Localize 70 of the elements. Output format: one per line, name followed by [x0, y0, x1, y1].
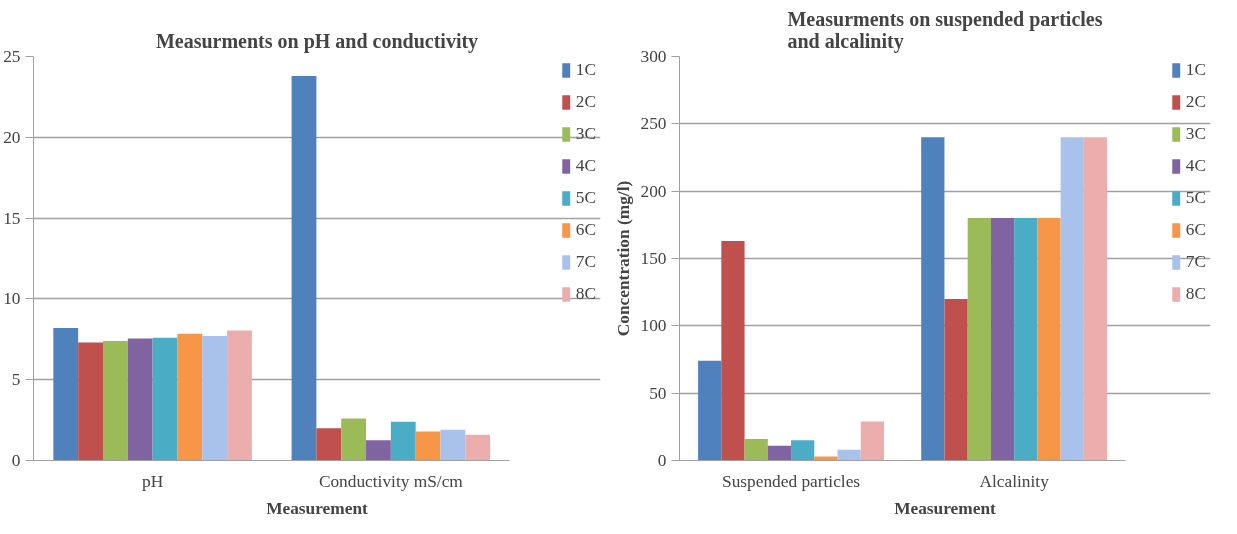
legend-label: 4C	[575, 156, 596, 176]
bar	[1037, 218, 1061, 461]
bar	[921, 137, 945, 461]
legend-label: 2C	[575, 92, 596, 112]
legend-label: 4C	[1185, 156, 1206, 176]
y-tick-label: 250	[640, 114, 667, 134]
legend-label: 5C	[1185, 188, 1206, 208]
legend-label: 1C	[575, 60, 596, 80]
y-tick-label: 15	[3, 208, 21, 228]
legend-label: 2C	[1185, 92, 1206, 112]
y-tick-label: 300	[640, 47, 667, 66]
x-axis-title: Measurement	[894, 498, 997, 518]
bar	[341, 418, 367, 461]
bar	[440, 429, 466, 461]
bar	[1083, 137, 1108, 461]
bar	[127, 338, 153, 461]
bar	[814, 456, 838, 461]
bar	[967, 218, 991, 461]
x-axis-title: Measurement	[266, 498, 369, 518]
bar	[721, 240, 745, 461]
x-tick-label: pH	[142, 471, 164, 491]
bar	[465, 434, 491, 461]
legend-label: 1C	[1185, 60, 1206, 80]
bar	[1014, 218, 1038, 461]
bar	[102, 340, 128, 461]
x-tick-label: Alcalinity	[979, 471, 1050, 491]
legend-label: 8C	[1185, 284, 1206, 304]
bar	[744, 438, 768, 461]
bar	[415, 431, 441, 461]
legend-label: 7C	[1185, 252, 1206, 272]
bar	[791, 440, 815, 461]
bar	[53, 327, 79, 461]
bar	[944, 298, 968, 461]
bar	[78, 342, 103, 461]
x-tick-label: Conductivity mS/cm	[318, 471, 464, 491]
y-tick-label: 100	[640, 316, 667, 336]
y-tick-label: 0	[657, 451, 667, 470]
legend-label: 8C	[575, 284, 596, 304]
bar	[860, 421, 885, 461]
legend-label: 5C	[575, 188, 596, 208]
chart-title: Measurments on pH and conductivity	[155, 29, 479, 53]
bar	[177, 333, 203, 461]
y-axis-title: Concentration (mg/l)	[613, 180, 633, 337]
y-tick-label: 20	[3, 127, 21, 147]
bar	[698, 360, 722, 461]
legend-label: 6C	[1185, 220, 1206, 240]
y-tick-label: 50	[649, 383, 667, 403]
y-tick-label: 150	[640, 249, 667, 268]
bar	[291, 75, 317, 461]
bar	[1060, 137, 1084, 461]
bar	[316, 428, 342, 461]
legend-label: 7C	[575, 252, 596, 272]
x-tick-label: Suspended particles	[722, 471, 861, 491]
y-tick-label: 10	[3, 289, 21, 309]
bar	[227, 330, 252, 461]
y-tick-label: 0	[11, 451, 21, 470]
chart-title: Measurments on suspended particles and alcalinity	[787, 7, 1103, 53]
y-tick-label: 25	[3, 47, 21, 66]
bar	[366, 440, 391, 461]
legend-label: 3C	[575, 124, 596, 144]
bar	[152, 337, 178, 461]
bar	[990, 218, 1015, 461]
bar	[837, 449, 861, 461]
bar	[767, 445, 792, 461]
legend-label: 3C	[1185, 124, 1206, 144]
legend-label: 6C	[575, 220, 596, 240]
y-tick-label: 200	[640, 181, 667, 201]
bar	[202, 336, 228, 461]
y-tick-label: 5	[11, 370, 21, 390]
bar	[390, 421, 416, 461]
